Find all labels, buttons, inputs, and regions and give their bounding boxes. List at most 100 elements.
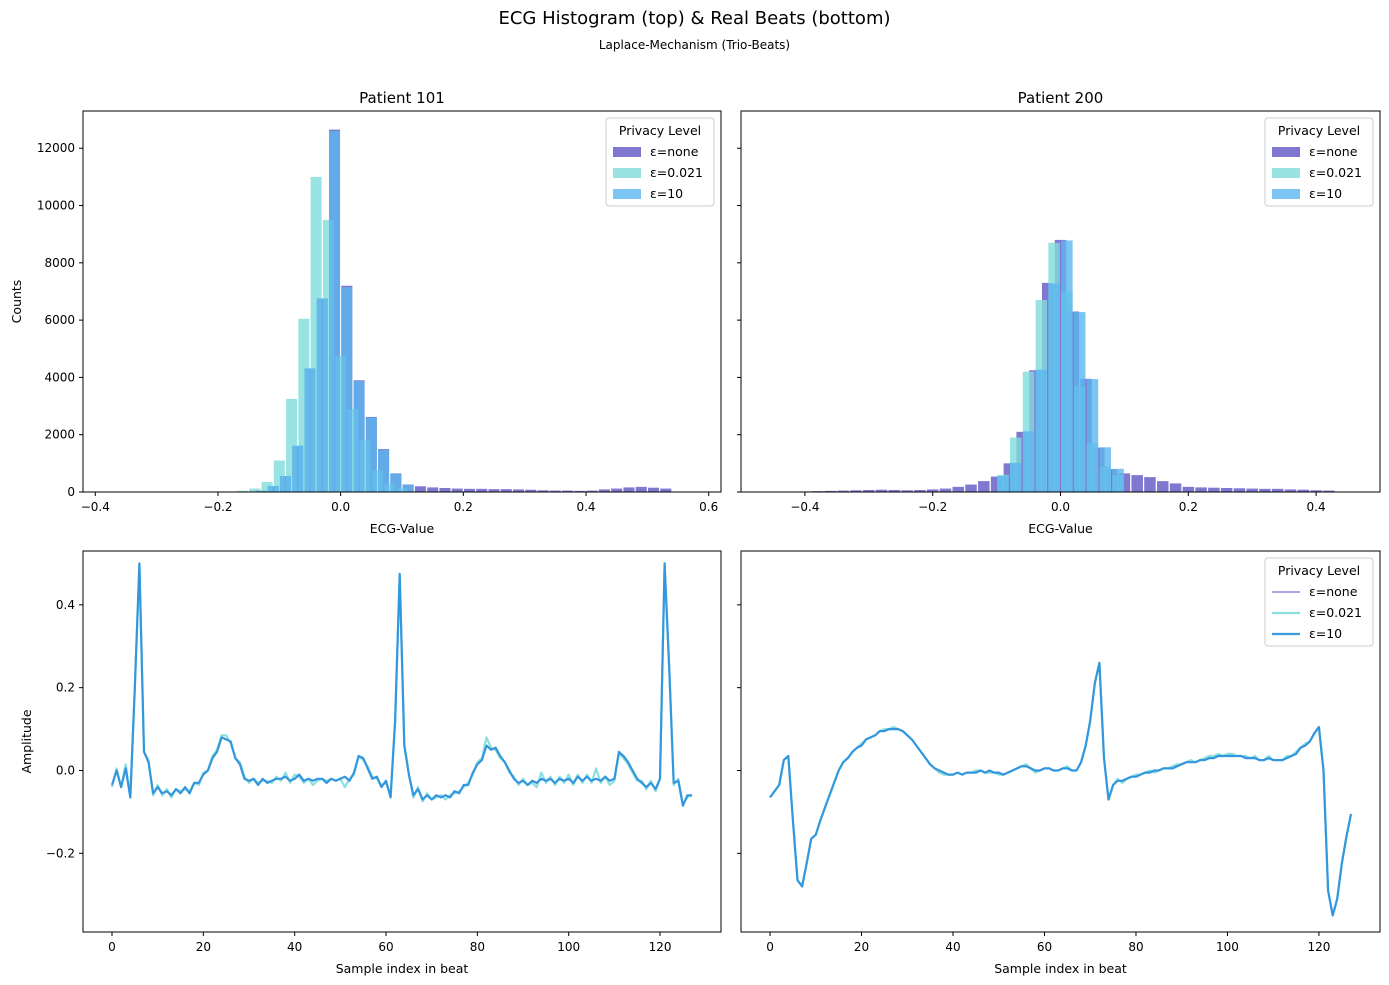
bar bbox=[1086, 379, 1099, 492]
bar bbox=[1284, 489, 1297, 492]
bar bbox=[1093, 447, 1105, 492]
bar bbox=[598, 489, 610, 492]
y-tick-label: 6000 bbox=[44, 313, 75, 327]
x-tick-label: 0.2 bbox=[1179, 500, 1198, 514]
bar bbox=[537, 490, 549, 492]
bar bbox=[635, 486, 647, 492]
bar bbox=[875, 489, 888, 492]
bar bbox=[1323, 490, 1335, 492]
bar bbox=[1259, 488, 1271, 492]
bar bbox=[978, 481, 990, 492]
bar bbox=[384, 483, 396, 492]
bar bbox=[1112, 468, 1124, 492]
series-3 bbox=[997, 240, 1124, 492]
bar bbox=[1169, 483, 1182, 492]
bar bbox=[1182, 486, 1195, 492]
series-line-3 bbox=[769, 661, 1353, 917]
bar bbox=[850, 490, 862, 492]
bar bbox=[1233, 488, 1246, 492]
bar bbox=[562, 490, 574, 492]
legend-label: ε=0.021 bbox=[1309, 165, 1362, 180]
x-axis-label: ECG-Value bbox=[370, 521, 435, 536]
legend-title: Privacy Level bbox=[1278, 123, 1360, 138]
bar bbox=[660, 488, 672, 492]
legend-swatch bbox=[1272, 147, 1300, 157]
x-tick-label: 20 bbox=[854, 940, 869, 954]
bar bbox=[273, 460, 285, 492]
bar bbox=[439, 487, 451, 492]
x-tick-label: 0.2 bbox=[454, 500, 473, 514]
bar bbox=[236, 490, 249, 492]
bar bbox=[549, 490, 561, 492]
y-tick-label: 12000 bbox=[37, 141, 75, 155]
legend-title: Privacy Level bbox=[619, 123, 701, 138]
bar bbox=[451, 488, 463, 492]
y-tick-label: 0 bbox=[67, 485, 75, 499]
bar bbox=[1016, 431, 1028, 492]
y-tick-label: 2000 bbox=[44, 428, 75, 442]
bar bbox=[427, 487, 439, 492]
bar bbox=[1035, 369, 1048, 492]
bar bbox=[1010, 462, 1022, 492]
x-tick-label: 80 bbox=[470, 940, 485, 954]
x-tick-label: 40 bbox=[945, 940, 960, 954]
bar bbox=[310, 176, 322, 493]
legend-swatch bbox=[1272, 189, 1300, 199]
legend-swatch bbox=[613, 168, 641, 178]
bar bbox=[952, 486, 965, 492]
x-tick-label: 0 bbox=[108, 940, 116, 954]
bar bbox=[335, 355, 347, 492]
bar bbox=[939, 488, 952, 492]
x-axis-label: Sample index in beat bbox=[336, 961, 469, 976]
bar bbox=[1156, 481, 1169, 492]
beats-patient-101: 0 20 40 60 80 100 120 −0.2 0.0 0.2 0.4 Sample index… bbox=[19, 550, 722, 976]
y-tick-label: 0.2 bbox=[56, 681, 75, 695]
x-tick-label: 0.4 bbox=[1307, 500, 1326, 514]
bar bbox=[513, 489, 525, 492]
bar bbox=[611, 488, 623, 492]
bar bbox=[1029, 370, 1041, 492]
bar bbox=[1131, 475, 1143, 492]
bar bbox=[1208, 487, 1220, 492]
bar bbox=[304, 368, 316, 492]
series-1 bbox=[799, 239, 1335, 492]
bar bbox=[261, 481, 273, 492]
x-axis-label: ECG-Value bbox=[1028, 521, 1093, 536]
bar bbox=[298, 318, 310, 492]
x-tick-label: −0.2 bbox=[918, 500, 947, 514]
figure-subtitle: Laplace-Mechanism (Trio-Beats) bbox=[599, 38, 790, 52]
histogram-patient-200: −0.4 −0.2 0.0 0.2 0.4 Patient 200 ECG-Value Pri… bbox=[737, 89, 1381, 536]
bar bbox=[286, 398, 298, 492]
bar bbox=[359, 440, 371, 492]
bar bbox=[1195, 487, 1207, 492]
legend-box bbox=[1264, 117, 1374, 207]
bar bbox=[647, 487, 660, 492]
x-tick-label: 40 bbox=[287, 940, 302, 954]
x-tick-label: 0.6 bbox=[699, 500, 718, 514]
bar bbox=[1054, 239, 1067, 492]
bar bbox=[990, 476, 1003, 492]
bar bbox=[402, 484, 414, 492]
x-tick-label: 80 bbox=[1128, 940, 1143, 954]
bar bbox=[1067, 311, 1080, 492]
legend-label: ε=10 bbox=[1309, 186, 1342, 201]
bar bbox=[997, 475, 1009, 492]
x-tick-label: 20 bbox=[196, 940, 211, 954]
legend-swatch bbox=[613, 147, 641, 157]
legend-swatch bbox=[1272, 168, 1300, 178]
axes-title: Patient 200 bbox=[1018, 89, 1104, 107]
bar bbox=[1099, 447, 1111, 492]
bar bbox=[1073, 312, 1086, 492]
legend-label: ε=10 bbox=[650, 186, 683, 201]
bar bbox=[914, 489, 926, 492]
legend-label: ε=none bbox=[1309, 584, 1358, 599]
bar bbox=[1022, 431, 1035, 492]
beats-patient-200: 0 20 40 60 80 100 120 Sample index in beat Priva… bbox=[737, 550, 1381, 976]
y-axis-label: Counts bbox=[9, 280, 24, 324]
plot-area bbox=[83, 551, 721, 932]
bar bbox=[586, 490, 598, 492]
legend-title: Privacy Level bbox=[1278, 563, 1360, 578]
legend-label: ε=none bbox=[1309, 144, 1358, 159]
figure-title: ECG Histogram (top) & Real Beats (bottom… bbox=[498, 8, 890, 29]
bar bbox=[328, 131, 341, 493]
